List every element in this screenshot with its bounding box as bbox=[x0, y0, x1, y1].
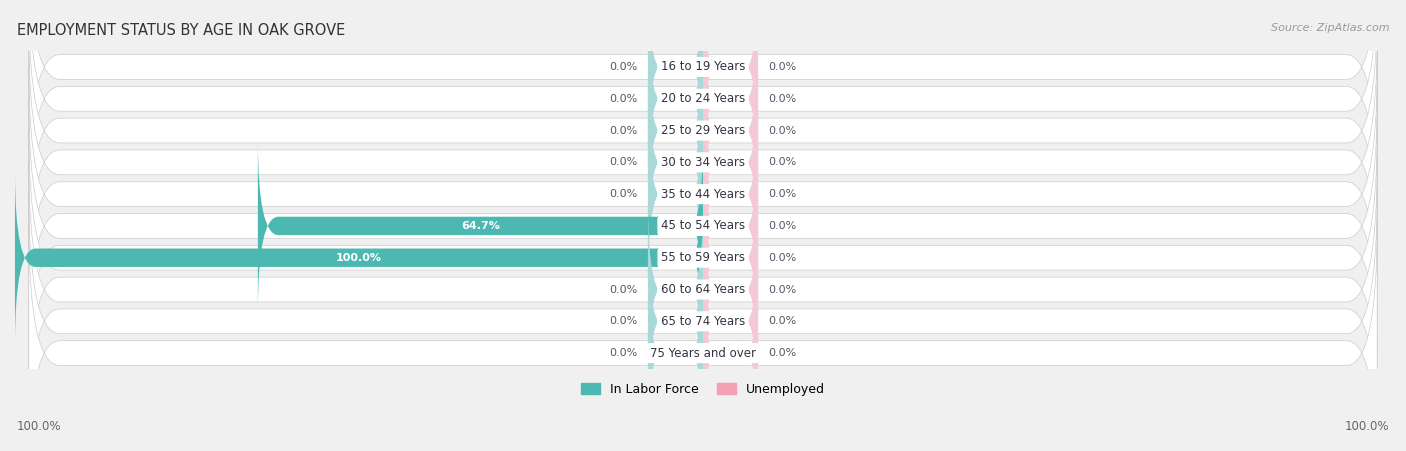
Text: 0.0%: 0.0% bbox=[609, 157, 638, 167]
FancyBboxPatch shape bbox=[28, 64, 1378, 325]
Text: 0.0%: 0.0% bbox=[768, 157, 797, 167]
Text: 0.0%: 0.0% bbox=[768, 285, 797, 295]
Text: 0.0%: 0.0% bbox=[768, 348, 797, 358]
FancyBboxPatch shape bbox=[28, 0, 1378, 198]
Text: 0.0%: 0.0% bbox=[768, 94, 797, 104]
Text: 0.0%: 0.0% bbox=[609, 189, 638, 199]
FancyBboxPatch shape bbox=[703, 267, 758, 439]
FancyBboxPatch shape bbox=[28, 95, 1378, 357]
FancyBboxPatch shape bbox=[28, 222, 1378, 451]
FancyBboxPatch shape bbox=[703, 235, 758, 407]
Text: 100.0%: 100.0% bbox=[336, 253, 382, 263]
FancyBboxPatch shape bbox=[648, 76, 703, 249]
FancyBboxPatch shape bbox=[703, 13, 758, 185]
FancyBboxPatch shape bbox=[648, 267, 703, 439]
FancyBboxPatch shape bbox=[648, 0, 703, 153]
Text: 35 to 44 Years: 35 to 44 Years bbox=[661, 188, 745, 201]
FancyBboxPatch shape bbox=[28, 0, 1378, 261]
FancyBboxPatch shape bbox=[648, 203, 703, 376]
Text: 0.0%: 0.0% bbox=[609, 125, 638, 136]
FancyBboxPatch shape bbox=[703, 171, 758, 344]
Legend: In Labor Force, Unemployed: In Labor Force, Unemployed bbox=[576, 378, 830, 401]
Text: 20 to 24 Years: 20 to 24 Years bbox=[661, 92, 745, 105]
Text: 0.0%: 0.0% bbox=[609, 316, 638, 327]
Text: 0.0%: 0.0% bbox=[609, 348, 638, 358]
Text: 16 to 19 Years: 16 to 19 Years bbox=[661, 60, 745, 74]
FancyBboxPatch shape bbox=[648, 108, 703, 281]
Text: 0.0%: 0.0% bbox=[768, 125, 797, 136]
FancyBboxPatch shape bbox=[648, 13, 703, 185]
FancyBboxPatch shape bbox=[648, 235, 703, 407]
FancyBboxPatch shape bbox=[257, 140, 703, 312]
Text: 0.0%: 0.0% bbox=[768, 221, 797, 231]
Text: 55 to 59 Years: 55 to 59 Years bbox=[661, 251, 745, 264]
FancyBboxPatch shape bbox=[28, 0, 1378, 230]
FancyBboxPatch shape bbox=[648, 44, 703, 217]
Text: 60 to 64 Years: 60 to 64 Years bbox=[661, 283, 745, 296]
Text: 0.0%: 0.0% bbox=[768, 62, 797, 72]
FancyBboxPatch shape bbox=[703, 44, 758, 217]
FancyBboxPatch shape bbox=[28, 32, 1378, 293]
Text: 100.0%: 100.0% bbox=[17, 420, 62, 433]
Text: 0.0%: 0.0% bbox=[768, 189, 797, 199]
Text: 30 to 34 Years: 30 to 34 Years bbox=[661, 156, 745, 169]
Text: 0.0%: 0.0% bbox=[609, 94, 638, 104]
FancyBboxPatch shape bbox=[28, 127, 1378, 388]
FancyBboxPatch shape bbox=[703, 0, 758, 153]
Text: Source: ZipAtlas.com: Source: ZipAtlas.com bbox=[1271, 23, 1389, 32]
Text: 0.0%: 0.0% bbox=[609, 285, 638, 295]
Text: 65 to 74 Years: 65 to 74 Years bbox=[661, 315, 745, 328]
Text: 0.0%: 0.0% bbox=[768, 253, 797, 263]
FancyBboxPatch shape bbox=[28, 159, 1378, 420]
Text: 64.7%: 64.7% bbox=[461, 221, 501, 231]
Text: 100.0%: 100.0% bbox=[1344, 420, 1389, 433]
FancyBboxPatch shape bbox=[703, 203, 758, 376]
Text: 75 Years and over: 75 Years and over bbox=[650, 347, 756, 359]
Text: EMPLOYMENT STATUS BY AGE IN OAK GROVE: EMPLOYMENT STATUS BY AGE IN OAK GROVE bbox=[17, 23, 344, 37]
Text: 45 to 54 Years: 45 to 54 Years bbox=[661, 220, 745, 232]
FancyBboxPatch shape bbox=[703, 140, 758, 312]
FancyBboxPatch shape bbox=[703, 108, 758, 281]
FancyBboxPatch shape bbox=[28, 191, 1378, 451]
FancyBboxPatch shape bbox=[703, 76, 758, 249]
Text: 25 to 29 Years: 25 to 29 Years bbox=[661, 124, 745, 137]
FancyBboxPatch shape bbox=[15, 171, 703, 344]
Text: 0.0%: 0.0% bbox=[768, 316, 797, 327]
Text: 0.0%: 0.0% bbox=[609, 62, 638, 72]
